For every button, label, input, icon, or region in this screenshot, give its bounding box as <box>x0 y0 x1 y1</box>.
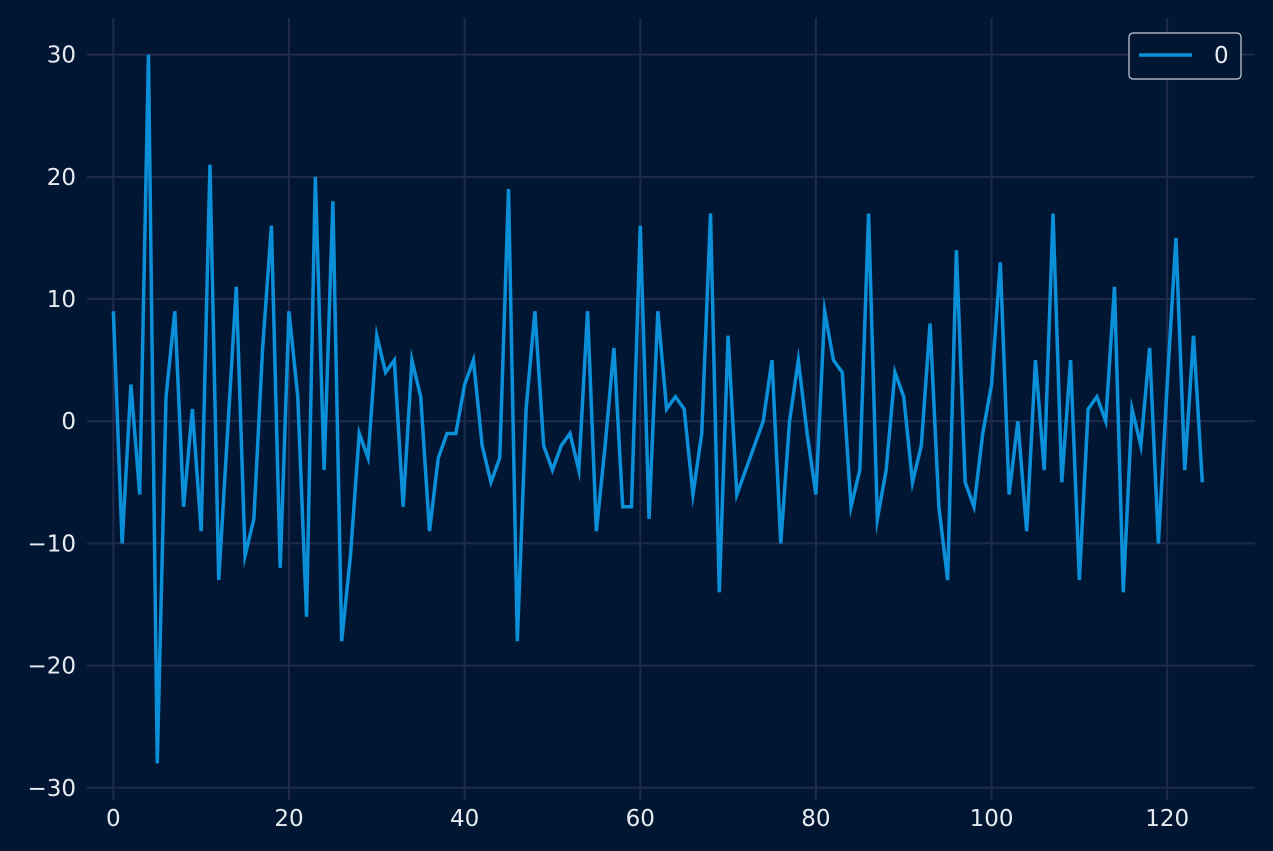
y-tick-label: −30 <box>27 776 76 802</box>
y-axis-ticks: −30 −20 −10 0 10 20 30 <box>27 43 76 802</box>
x-tick-label: 100 <box>970 806 1014 832</box>
series-group <box>111 54 1205 764</box>
x-tick-label: 0 <box>106 806 121 832</box>
x-tick-label: 80 <box>801 806 830 832</box>
legend: 0 <box>1128 32 1242 80</box>
series-line-0 <box>111 54 1205 764</box>
grid <box>87 18 1255 800</box>
x-tick-label: 60 <box>626 806 655 832</box>
y-tick-label: 20 <box>47 165 76 191</box>
y-tick-label: 0 <box>61 409 76 435</box>
x-tick-label: 40 <box>450 806 479 832</box>
y-tick-label: −20 <box>27 654 76 680</box>
y-tick-label: −10 <box>27 531 76 557</box>
x-tick-label: 20 <box>274 806 303 832</box>
x-axis-ticks: 0 20 40 60 80 100 120 <box>106 806 1189 832</box>
x-tick-label: 120 <box>1145 806 1189 832</box>
legend-label-series-0: 0 <box>1214 43 1229 69</box>
y-tick-label: 10 <box>47 287 76 313</box>
y-tick-label: 30 <box>47 43 76 69</box>
